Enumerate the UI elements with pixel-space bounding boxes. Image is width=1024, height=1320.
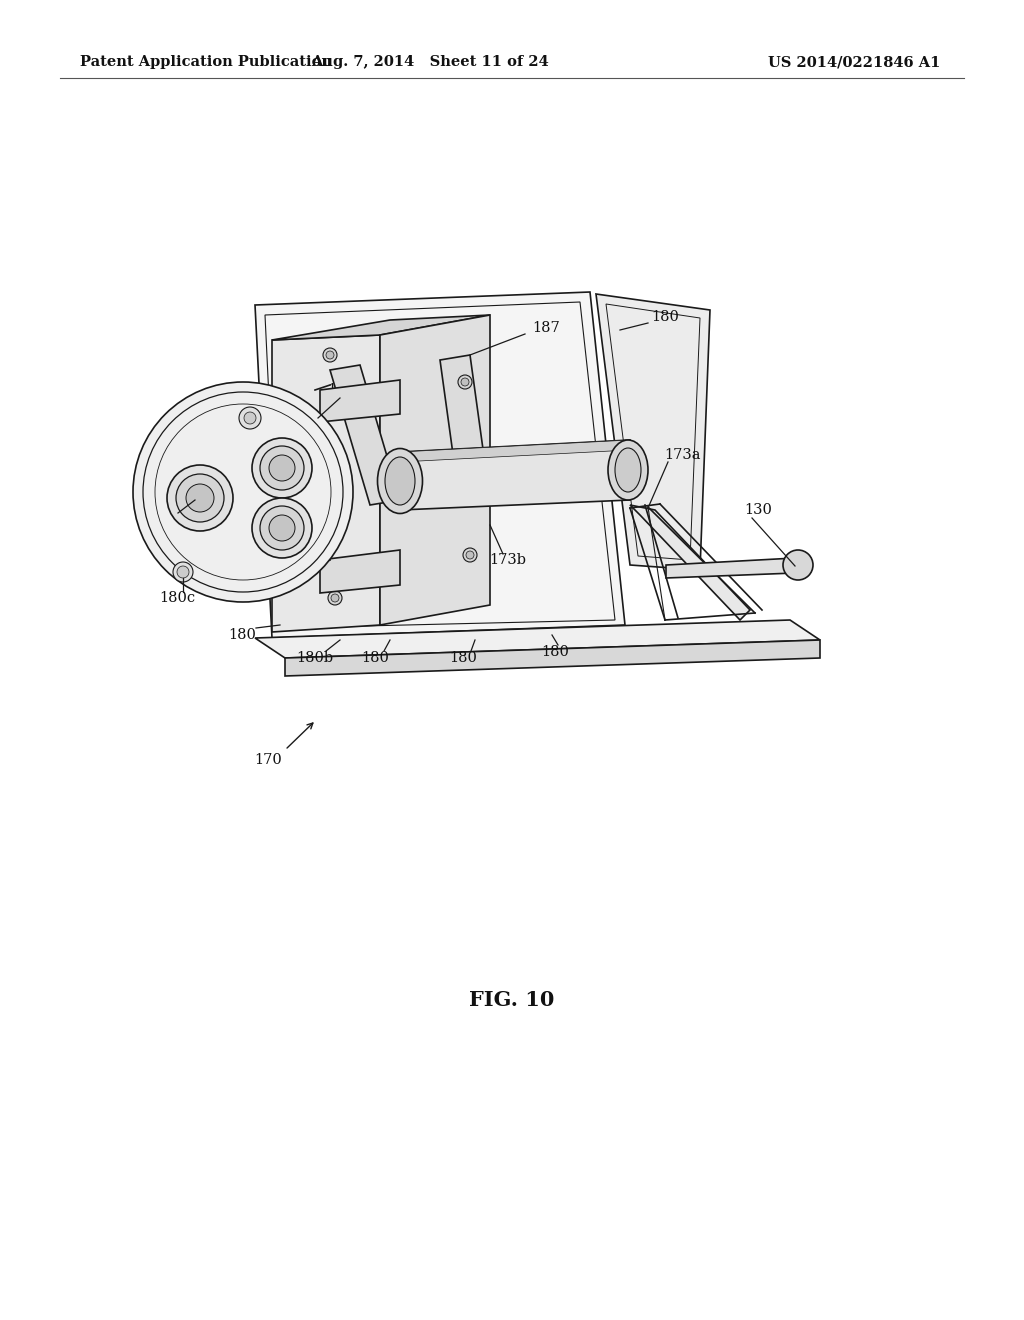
Text: 180: 180 <box>228 628 256 642</box>
Polygon shape <box>255 620 820 657</box>
Circle shape <box>331 594 339 602</box>
Circle shape <box>173 562 193 582</box>
Polygon shape <box>285 640 820 676</box>
Circle shape <box>269 455 295 480</box>
Circle shape <box>328 591 342 605</box>
Ellipse shape <box>385 457 415 506</box>
Polygon shape <box>330 366 400 506</box>
Polygon shape <box>380 315 490 624</box>
Circle shape <box>323 348 337 362</box>
Circle shape <box>466 550 474 558</box>
Circle shape <box>260 446 304 490</box>
Text: FIG. 10: FIG. 10 <box>469 990 555 1010</box>
Polygon shape <box>319 550 400 593</box>
Polygon shape <box>255 292 625 638</box>
Circle shape <box>177 566 189 578</box>
Text: 170: 170 <box>254 752 282 767</box>
Ellipse shape <box>615 447 641 492</box>
Text: 180: 180 <box>361 651 389 665</box>
Text: 173b: 173b <box>489 553 526 568</box>
Circle shape <box>252 498 312 558</box>
Text: 180: 180 <box>541 645 569 659</box>
Text: Aug. 7, 2014   Sheet 11 of 24: Aug. 7, 2014 Sheet 11 of 24 <box>311 55 549 69</box>
Circle shape <box>461 378 469 385</box>
Text: 187: 187 <box>532 321 560 335</box>
Polygon shape <box>272 335 380 632</box>
Circle shape <box>783 550 813 579</box>
Polygon shape <box>272 315 490 341</box>
Ellipse shape <box>378 449 423 513</box>
Polygon shape <box>400 440 630 510</box>
Text: 180b: 180b <box>296 651 334 665</box>
Text: US 2014/0221846 A1: US 2014/0221846 A1 <box>768 55 940 69</box>
Circle shape <box>186 484 214 512</box>
Ellipse shape <box>608 440 648 500</box>
Polygon shape <box>265 302 615 628</box>
Circle shape <box>167 465 233 531</box>
Circle shape <box>133 381 353 602</box>
Polygon shape <box>440 355 490 506</box>
Polygon shape <box>606 304 700 560</box>
Circle shape <box>244 412 256 424</box>
Circle shape <box>239 407 261 429</box>
Circle shape <box>458 375 472 389</box>
Circle shape <box>260 506 304 550</box>
Text: 180c: 180c <box>159 591 195 605</box>
Text: 180c: 180c <box>327 383 364 397</box>
Circle shape <box>326 351 334 359</box>
Circle shape <box>252 438 312 498</box>
Circle shape <box>463 548 477 562</box>
Polygon shape <box>666 558 795 578</box>
Polygon shape <box>319 380 400 422</box>
Polygon shape <box>400 440 630 462</box>
Text: Patent Application Publication: Patent Application Publication <box>80 55 332 69</box>
Text: 173a: 173a <box>664 447 700 462</box>
Circle shape <box>176 474 224 521</box>
Polygon shape <box>596 294 710 570</box>
Text: 180a: 180a <box>139 506 176 520</box>
Text: 180: 180 <box>651 310 679 323</box>
Text: 130: 130 <box>744 503 772 517</box>
Polygon shape <box>630 506 750 620</box>
Text: 180: 180 <box>450 651 477 665</box>
Circle shape <box>269 515 295 541</box>
